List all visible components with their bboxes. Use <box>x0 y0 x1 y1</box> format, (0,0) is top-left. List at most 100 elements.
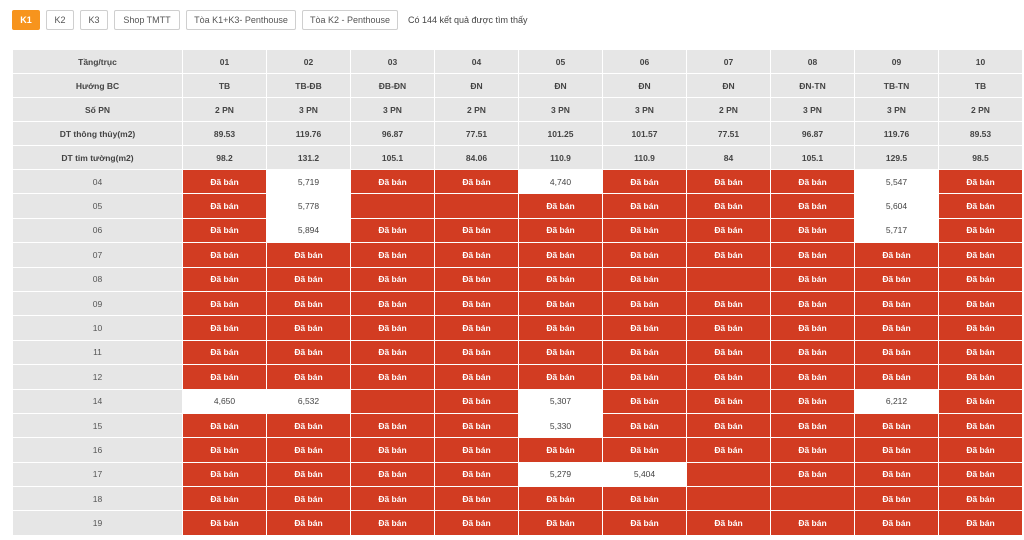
unit-sold[interactable]: Đã bán <box>350 437 435 463</box>
tab-k2[interactable]: K2 <box>46 10 74 30</box>
unit-sold[interactable]: Đã bán <box>854 461 939 488</box>
unit-sold[interactable]: Đã bán <box>350 339 435 366</box>
unit-sold[interactable]: Đã bán <box>350 217 435 244</box>
unit-sold[interactable]: Đã bán <box>938 510 1023 536</box>
unit-sold[interactable]: Đã bán <box>854 290 939 317</box>
unit-sold[interactable]: Đã bán <box>350 486 435 512</box>
unit-sold[interactable]: Đã bán <box>518 364 603 390</box>
unit-sold[interactable]: Đã bán <box>854 364 939 390</box>
unit-price[interactable]: 5,404 <box>602 461 687 488</box>
unit-sold[interactable]: Đã bán <box>938 168 1023 195</box>
unit-sold[interactable]: Đã bán <box>182 412 267 439</box>
unit-sold[interactable]: Đã bán <box>938 266 1023 292</box>
unit-sold[interactable]: Đã bán <box>182 266 267 292</box>
unit-sold[interactable]: Đã bán <box>182 315 267 341</box>
unit-sold[interactable]: Đã bán <box>182 364 267 390</box>
unit-price[interactable]: 5,330 <box>518 412 603 439</box>
unit-sold[interactable]: Đã bán <box>518 510 603 536</box>
unit-sold[interactable]: Đã bán <box>686 315 771 341</box>
unit-sold[interactable]: Đã bán <box>518 290 603 317</box>
unit-sold[interactable]: Đã bán <box>854 437 939 463</box>
unit-sold[interactable]: Đã bán <box>686 290 771 317</box>
unit-sold[interactable]: Đã bán <box>350 242 435 268</box>
unit-sold[interactable]: Đã bán <box>770 437 855 463</box>
unit-sold[interactable]: Đã bán <box>518 339 603 366</box>
unit-sold[interactable]: Đã bán <box>686 193 771 219</box>
unit-sold[interactable]: Đã bán <box>938 290 1023 317</box>
tab-shop-tmtt[interactable]: Shop TMTT <box>114 10 180 30</box>
unit-sold[interactable]: Đã bán <box>938 388 1023 414</box>
unit-sold[interactable]: Đã bán <box>518 315 603 341</box>
unit-sold[interactable]: Đã bán <box>434 461 519 488</box>
unit-sold[interactable]: Đã bán <box>854 412 939 439</box>
unit-sold[interactable]: Đã bán <box>602 412 687 439</box>
unit-sold[interactable]: Đã bán <box>518 242 603 268</box>
unit-sold[interactable]: Đã bán <box>266 510 351 536</box>
unit-sold[interactable]: Đã bán <box>686 217 771 244</box>
unit-price[interactable]: 5,604 <box>854 193 939 219</box>
unit-sold[interactable]: Đã bán <box>266 315 351 341</box>
unit-sold[interactable]: Đã bán <box>770 217 855 244</box>
unit-sold[interactable]: Đã bán <box>770 168 855 195</box>
tab-k1-k3-penthouse[interactable]: Tòa K1+K3- Penthouse <box>186 10 296 30</box>
unit-sold[interactable]: Đã bán <box>434 266 519 292</box>
unit-sold[interactable]: Đã bán <box>938 339 1023 366</box>
unit-sold[interactable]: Đã bán <box>434 290 519 317</box>
unit-sold[interactable]: Đã bán <box>434 364 519 390</box>
unit-sold[interactable]: Đã bán <box>518 193 603 219</box>
unit-sold[interactable]: Đã bán <box>182 339 267 366</box>
unit-price[interactable]: 5,778 <box>266 193 351 219</box>
unit-sold[interactable]: Đã bán <box>434 486 519 512</box>
unit-sold[interactable]: Đã bán <box>602 437 687 463</box>
unit-sold[interactable]: Đã bán <box>770 315 855 341</box>
unit-price[interactable]: 4,650 <box>182 388 267 414</box>
unit-sold[interactable]: Đã bán <box>434 388 519 414</box>
unit-sold[interactable]: Đã bán <box>770 290 855 317</box>
unit-sold[interactable]: Đã bán <box>518 437 603 463</box>
unit-price[interactable]: 5,307 <box>518 388 603 414</box>
unit-sold[interactable]: Đã bán <box>938 315 1023 341</box>
unit-price[interactable]: 5,717 <box>854 217 939 244</box>
unit-sold[interactable]: Đã bán <box>770 510 855 536</box>
unit-sold[interactable]: Đã bán <box>770 412 855 439</box>
unit-sold[interactable]: Đã bán <box>602 217 687 244</box>
unit-sold[interactable]: Đã bán <box>686 242 771 268</box>
unit-sold[interactable]: Đã bán <box>266 412 351 439</box>
unit-sold[interactable]: Đã bán <box>434 510 519 536</box>
unit-sold[interactable]: Đã bán <box>938 412 1023 439</box>
unit-sold[interactable]: Đã bán <box>686 388 771 414</box>
unit-sold[interactable]: Đã bán <box>602 193 687 219</box>
unit-sold[interactable]: Đã bán <box>854 266 939 292</box>
unit-sold[interactable]: Đã bán <box>770 364 855 390</box>
unit-sold[interactable]: Đã bán <box>686 412 771 439</box>
tab-k1[interactable]: K1 <box>12 10 40 30</box>
unit-sold[interactable]: Đã bán <box>854 242 939 268</box>
unit-sold[interactable]: Đã bán <box>266 461 351 488</box>
unit-sold[interactable]: Đã bán <box>434 437 519 463</box>
unit-sold[interactable]: Đã bán <box>182 486 267 512</box>
tab-k3[interactable]: K3 <box>80 10 108 30</box>
unit-sold[interactable]: Đã bán <box>770 266 855 292</box>
tab-k2-penthouse[interactable]: Tòa K2 - Penthouse <box>302 10 398 30</box>
unit-sold[interactable]: Đã bán <box>350 510 435 536</box>
unit-sold[interactable]: Đã bán <box>938 461 1023 488</box>
unit-sold[interactable]: Đã bán <box>266 437 351 463</box>
unit-sold[interactable]: Đã bán <box>770 461 855 488</box>
unit-sold[interactable]: Đã bán <box>602 290 687 317</box>
unit-sold[interactable]: Đã bán <box>602 339 687 366</box>
unit-sold[interactable]: Đã bán <box>938 193 1023 219</box>
unit-price[interactable]: 5,279 <box>518 461 603 488</box>
unit-price[interactable]: 5,894 <box>266 217 351 244</box>
unit-sold[interactable]: Đã bán <box>434 339 519 366</box>
unit-sold[interactable]: Đã bán <box>770 193 855 219</box>
unit-sold[interactable]: Đã bán <box>266 242 351 268</box>
unit-price[interactable]: 6,212 <box>854 388 939 414</box>
unit-sold[interactable]: Đã bán <box>350 266 435 292</box>
unit-sold[interactable]: Đã bán <box>182 437 267 463</box>
unit-sold[interactable]: Đã bán <box>938 242 1023 268</box>
unit-sold[interactable]: Đã bán <box>182 193 267 219</box>
unit-sold[interactable]: Đã bán <box>854 510 939 536</box>
unit-sold[interactable]: Đã bán <box>518 266 603 292</box>
unit-sold[interactable]: Đã bán <box>434 217 519 244</box>
unit-sold[interactable]: Đã bán <box>602 486 687 512</box>
